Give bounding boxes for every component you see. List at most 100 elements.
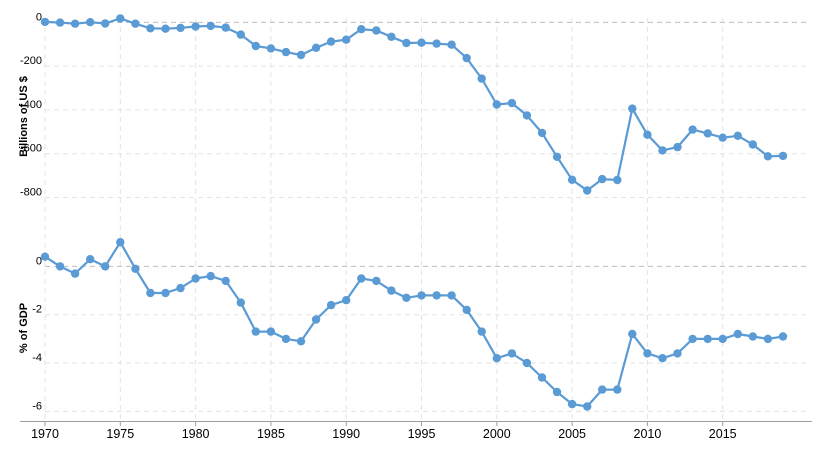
data-point[interactable] <box>311 43 321 52</box>
data-point[interactable] <box>266 44 276 53</box>
data-point[interactable] <box>763 334 773 344</box>
data-point[interactable] <box>131 264 140 273</box>
data-point[interactable] <box>417 38 426 47</box>
data-point[interactable] <box>447 40 456 49</box>
data-point[interactable] <box>221 276 230 286</box>
data-point[interactable] <box>432 39 441 48</box>
data-point[interactable] <box>643 349 652 358</box>
data-point[interactable] <box>402 293 411 302</box>
data-point[interactable] <box>598 174 607 184</box>
data-point[interactable] <box>778 332 788 341</box>
data-point[interactable] <box>221 23 230 32</box>
data-point[interactable] <box>357 25 366 34</box>
data-point[interactable] <box>748 332 757 341</box>
data-point[interactable] <box>628 104 637 113</box>
data-point[interactable] <box>537 373 547 382</box>
data-point[interactable] <box>703 129 712 138</box>
data-point[interactable] <box>703 334 712 344</box>
data-point[interactable] <box>281 47 291 57</box>
data-point[interactable] <box>357 274 366 283</box>
data-point[interactable] <box>658 146 667 155</box>
data-point[interactable] <box>86 255 95 264</box>
data-point[interactable] <box>658 354 667 363</box>
data-point[interactable] <box>507 349 517 358</box>
data-point[interactable] <box>718 334 727 344</box>
data-point[interactable] <box>492 354 501 363</box>
data-point[interactable] <box>161 24 170 33</box>
data-point[interactable] <box>402 38 411 48</box>
data-point[interactable] <box>462 305 471 315</box>
data-point[interactable] <box>492 100 501 109</box>
data-point[interactable] <box>86 18 95 27</box>
data-point[interactable] <box>537 128 547 138</box>
data-point[interactable] <box>326 300 336 310</box>
data-point[interactable] <box>688 334 697 344</box>
data-point[interactable] <box>432 291 441 300</box>
data-point[interactable] <box>251 327 260 336</box>
data-point[interactable] <box>522 111 532 120</box>
data-point[interactable] <box>372 276 381 286</box>
data-point[interactable] <box>131 19 140 28</box>
data-point[interactable] <box>342 35 351 44</box>
data-point[interactable] <box>583 186 592 195</box>
data-point[interactable] <box>477 74 486 83</box>
data-point[interactable] <box>206 271 215 281</box>
data-point[interactable] <box>70 269 80 278</box>
data-point[interactable] <box>462 53 471 63</box>
data-point[interactable] <box>447 291 456 300</box>
data-point[interactable] <box>778 151 788 161</box>
data-point[interactable] <box>176 23 185 33</box>
data-point[interactable] <box>342 296 351 305</box>
data-point[interactable] <box>206 21 215 31</box>
data-point[interactable] <box>236 30 245 39</box>
data-point[interactable] <box>613 385 622 394</box>
data-point[interactable] <box>387 32 396 41</box>
data-point[interactable] <box>161 288 170 298</box>
data-point[interactable] <box>598 385 607 394</box>
data-point[interactable] <box>101 262 110 271</box>
data-point[interactable] <box>673 142 682 152</box>
data-point[interactable] <box>628 329 637 339</box>
data-point[interactable] <box>477 327 486 336</box>
data-point[interactable] <box>522 358 532 368</box>
data-point[interactable] <box>552 387 562 397</box>
data-point[interactable] <box>146 24 155 33</box>
data-point[interactable] <box>266 327 276 336</box>
data-point[interactable] <box>673 349 682 358</box>
data-point[interactable] <box>191 274 200 283</box>
data-point[interactable] <box>417 291 426 300</box>
data-point[interactable] <box>643 130 652 139</box>
data-point[interactable] <box>296 50 306 60</box>
data-point[interactable] <box>101 19 110 28</box>
data-point[interactable] <box>40 252 50 261</box>
data-point[interactable] <box>176 283 185 293</box>
data-point[interactable] <box>146 288 155 298</box>
data-point[interactable] <box>552 152 562 161</box>
data-point[interactable] <box>718 133 727 142</box>
data-point[interactable] <box>191 22 200 31</box>
data-point[interactable] <box>55 18 65 27</box>
data-point[interactable] <box>326 37 336 46</box>
data-point[interactable] <box>251 41 260 51</box>
data-point[interactable] <box>116 238 125 247</box>
data-point[interactable] <box>116 14 125 23</box>
data-point[interactable] <box>763 152 773 161</box>
data-point[interactable] <box>613 175 622 185</box>
data-point[interactable] <box>567 399 577 409</box>
data-point[interactable] <box>733 329 742 339</box>
data-point[interactable] <box>387 286 396 295</box>
data-point[interactable] <box>583 402 592 411</box>
data-point[interactable] <box>40 17 50 27</box>
data-point[interactable] <box>236 298 245 307</box>
data-point[interactable] <box>281 334 291 344</box>
data-point[interactable] <box>733 131 742 140</box>
data-point[interactable] <box>688 125 697 134</box>
data-point[interactable] <box>567 175 577 184</box>
data-point[interactable] <box>748 140 757 149</box>
data-point[interactable] <box>311 315 321 324</box>
data-point[interactable] <box>70 19 80 28</box>
data-point[interactable] <box>372 26 381 35</box>
data-point[interactable] <box>296 337 306 346</box>
data-point[interactable] <box>507 98 517 108</box>
data-point[interactable] <box>55 262 65 271</box>
